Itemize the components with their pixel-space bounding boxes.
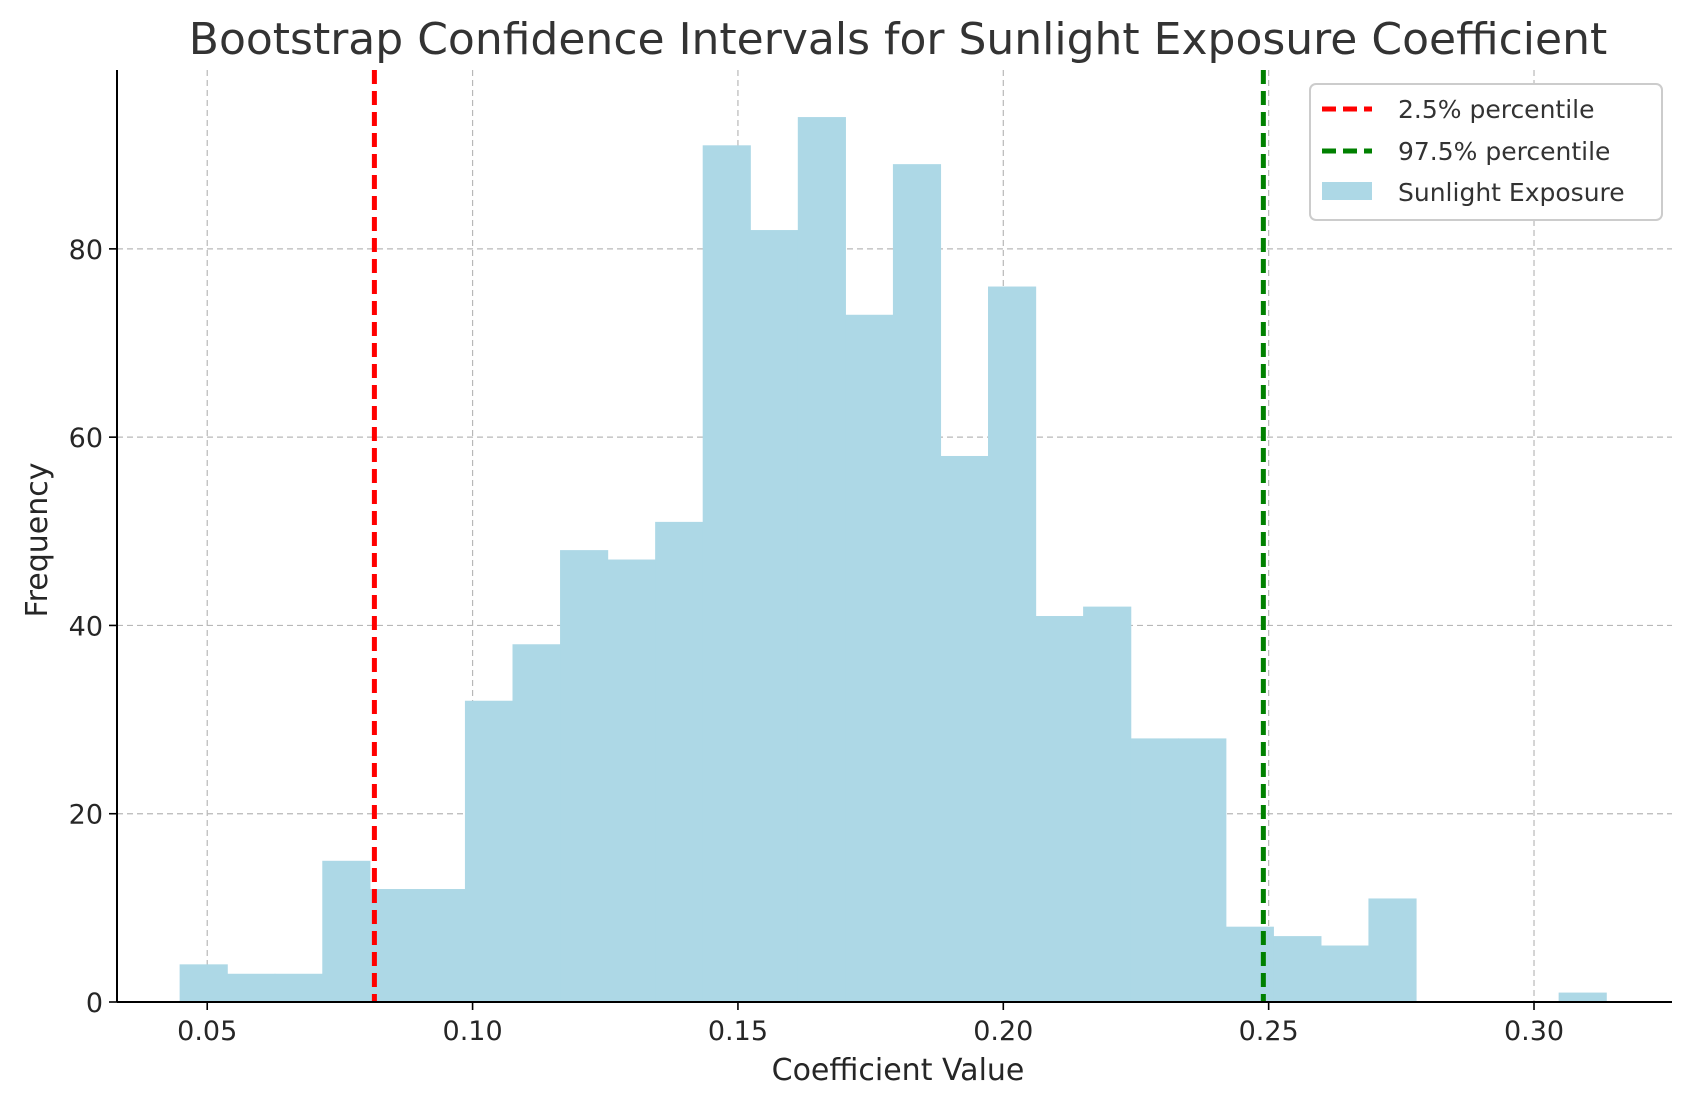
x-axis-ticks: 0.05 0.10 0.15 0.20 0.25 0.30 [177,1002,1564,1047]
histogram-bar [702,145,751,1003]
y-axis-ticks: 0 20 40 60 80 [69,235,117,1019]
histogram-bar [560,550,609,1002]
histogram-bar [179,964,228,1002]
histogram-bar [940,455,989,1002]
y-tick-label: 80 [69,235,103,266]
histogram-bar [1035,616,1084,1002]
legend-label-histogram: Sunlight Exposure [1398,178,1625,207]
histogram-bar [1368,898,1417,1002]
legend-box [1309,83,1663,221]
x-tick-label: 0.05 [177,1016,237,1047]
percentile-lines [371,70,1266,1002]
y-tick-label: 20 [69,800,103,831]
axes [116,70,1672,1003]
x-tick-label: 0.20 [973,1016,1033,1047]
histogram-bar [1320,945,1370,1002]
histogram-bar [464,700,514,1002]
histogram-bar [1558,992,1607,1002]
histogram-bar [892,164,942,1002]
legend-label-upper-percentile: 97.5% percentile [1398,137,1610,166]
histogram-bar [417,889,466,1002]
histogram-bar [512,644,561,1002]
histogram-bar [1178,738,1227,1002]
histogram-bar [1273,936,1322,1002]
histogram-bar [797,117,846,1003]
histogram-bar [607,559,656,1002]
x-tick-label: 0.25 [1239,1016,1299,1047]
histogram-bar [1083,606,1132,1002]
x-tick-label: 0.10 [443,1016,503,1047]
histogram-bar [655,521,704,1002]
y-tick-label: 0 [86,988,103,1019]
histogram-bar [845,314,894,1002]
histogram-bar [988,286,1037,1002]
histogram-bar [274,973,323,1002]
histogram-bar [227,973,276,1002]
y-tick-label: 40 [69,611,103,642]
x-tick-label: 0.15 [708,1016,768,1047]
histogram-bar [1130,738,1179,1002]
y-tick-label: 60 [69,423,103,454]
histogram-bar [750,230,799,1002]
legend: 2.5% percentile 97.5% percentile Sunligh… [1309,83,1663,221]
histogram-bar [1225,926,1274,1002]
x-tick-label: 0.30 [1504,1016,1564,1047]
y-axis-label: Frequency [20,463,55,618]
x-axis-label: Coefficient Value [772,1053,1025,1088]
histogram-bar [369,889,418,1002]
legend-swatch-histogram [1322,182,1372,200]
chart-title: Bootstrap Confidence Intervals for Sunli… [189,14,1607,65]
histogram-bar [322,860,371,1002]
histogram-bars [179,117,1607,1003]
legend-label-lower-percentile: 2.5% percentile [1398,95,1594,124]
